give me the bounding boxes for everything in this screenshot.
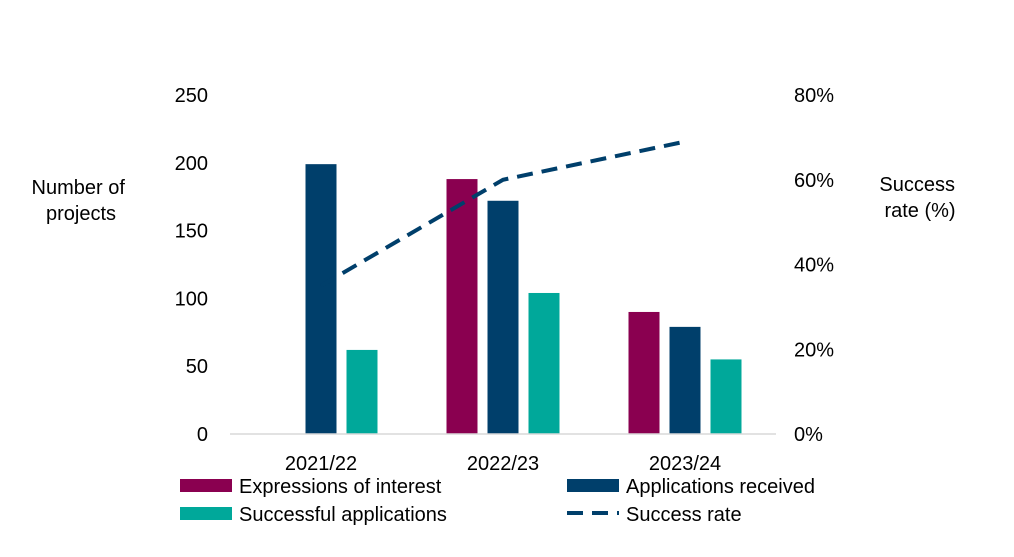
right-axis-title-line-2: rate (%) <box>884 200 955 222</box>
bar-successful-applications-2023-24 <box>710 359 742 434</box>
right-tick-label: 20% <box>794 339 834 361</box>
x-axis-ticks: 2021/22 2022/23 2023/24 <box>285 453 721 475</box>
legend-label-success-rate: Success rate <box>626 504 742 526</box>
legend-item-success-rate: Success rate <box>567 504 742 526</box>
bar-applications-received-2023-24 <box>669 326 701 434</box>
right-tick-label: 80% <box>794 85 834 107</box>
bar-applications-received-2022-23 <box>487 200 519 434</box>
right-axis-title-line-1: Success <box>879 174 955 196</box>
right-tick-label: 0% <box>794 424 823 446</box>
left-tick-label: 200 <box>175 153 208 175</box>
bar-layer <box>305 164 742 434</box>
legend-item-expressions: Expressions of interest <box>180 476 442 498</box>
bar-successful-applications-2021-22 <box>346 349 378 434</box>
left-axis-title: Number of projects <box>32 177 131 225</box>
left-tick-label: 0 <box>197 424 208 446</box>
left-tick-label: 100 <box>175 288 208 310</box>
legend-label-successful: Successful applications <box>239 504 447 526</box>
x-tick-label: 2023/24 <box>649 453 721 475</box>
left-tick-label: 150 <box>175 221 208 243</box>
left-tick-label: 50 <box>186 356 208 378</box>
left-axis-title-line-1: Number of <box>32 177 126 199</box>
legend-item-applications: Applications received <box>567 476 815 498</box>
legend: Expressions of interest Applications rec… <box>180 476 815 526</box>
legend-swatch-successful <box>180 507 232 520</box>
right-axis-ticks: 0% 20% 40% 60% 80% <box>794 85 834 446</box>
legend-item-successful: Successful applications <box>180 504 447 526</box>
x-tick-label: 2022/23 <box>467 453 539 475</box>
right-tick-label: 60% <box>794 170 834 192</box>
right-tick-label: 40% <box>794 255 834 277</box>
left-axis-title-line-2: projects <box>46 203 116 225</box>
bar-expressions-of-interest-2022-23 <box>446 179 478 434</box>
left-tick-label: 250 <box>175 85 208 107</box>
x-tick-label: 2021/22 <box>285 453 357 475</box>
bar-expressions-of-interest-2023-24 <box>628 311 660 434</box>
legend-label-applications: Applications received <box>626 476 815 498</box>
bar-successful-applications-2022-23 <box>528 292 560 434</box>
left-axis-ticks: 0 50 100 150 200 250 <box>175 85 208 446</box>
success-rate-line <box>319 139 686 288</box>
legend-swatch-expressions <box>180 479 232 492</box>
legend-label-expressions: Expressions of interest <box>239 476 442 498</box>
bar-applications-received-2021-22 <box>305 164 337 434</box>
legend-swatch-applications <box>567 479 619 492</box>
right-axis-title: Success rate (%) <box>879 174 960 222</box>
